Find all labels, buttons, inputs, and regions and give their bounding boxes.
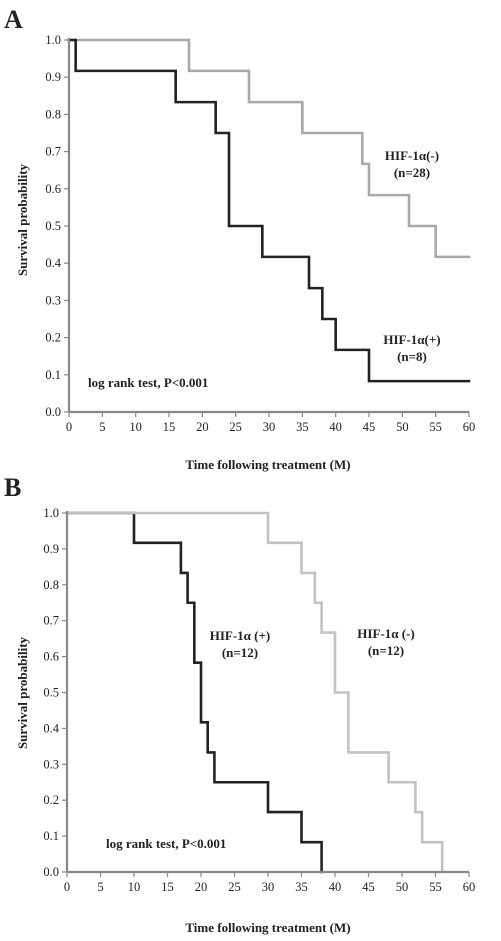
panel-b-y-tick-label: 0.2 [43, 793, 59, 807]
panel-a-y-tick-label: 0.9 [45, 70, 61, 84]
panel-b-x-tick-label: 60 [463, 880, 476, 894]
panel-a-y-tick-label: 0.2 [45, 331, 61, 345]
panel-a-series-1-label: HIF-1α(+) [383, 332, 440, 347]
panel-b-x-tick-label: 50 [396, 880, 409, 894]
panel-a-y-tick-label: 0.3 [45, 293, 61, 307]
panel-b-x-tick-label: 5 [97, 880, 103, 894]
panel-a-y-tick-label: 0.0 [45, 405, 61, 419]
panel-a-x-tick-label: 50 [396, 420, 409, 434]
panel-a-y-tick-label: 1.0 [45, 33, 61, 47]
panel-a-x-tick-label: 30 [263, 420, 276, 434]
panel-b-y-tick-label: 0.8 [43, 578, 59, 592]
panel-b-series-1-n: (n=12) [368, 643, 404, 658]
panel-a-y-axis-label: Survival probability [15, 163, 30, 276]
panel-a-log-rank-annotation: log rank test, P<0.001 [88, 375, 208, 390]
panel-a-series-1-line [67, 38, 471, 383]
panel-b-ticks: 0.0 0.1 0.2 0.3 0.4 0.5 0.6 0.7 0.8 0.9 1.0 0 5 10 15 2… [43, 506, 475, 894]
panel-b-x-tick-label: 30 [262, 880, 275, 894]
panel-b-y-tick-label: 0.1 [43, 829, 59, 843]
panel-a-series-1-n: (n=8) [397, 349, 427, 364]
panel-b-y-tick-label: 0.0 [43, 865, 59, 879]
panel-a-y-tick-label: 0.1 [45, 368, 61, 382]
panel-b-series-0-line [65, 511, 323, 874]
panel-a-series-0-line [67, 38, 471, 259]
panel-b-x-tick-label: 25 [228, 880, 241, 894]
panel-b-y-tick-label: 0.9 [43, 542, 59, 556]
panel-a-y-tick-label: 0.7 [45, 145, 61, 159]
panel-a-x-axis-label: Time following treatment (M) [185, 457, 350, 472]
panel-a-series [67, 38, 471, 383]
panel-b-series-0-label: HIF-1α (+) [210, 628, 271, 643]
panel-b-x-axis-label: Time following treatment (M) [185, 920, 350, 935]
panel-a-x-tick-label: 40 [329, 420, 342, 434]
panel-b-x-tick-label: 0 [64, 880, 70, 894]
panel-b-series-0-n: (n=12) [222, 645, 258, 660]
panel-a-ticks: 0.0 0.1 0.2 0.3 0.4 0.5 0.6 0.7 0.8 0.9 1.0 0 5 10 15 2… [45, 33, 475, 434]
panel-a-x-tick-label: 45 [363, 420, 376, 434]
panel-a-x-tick-label: 60 [463, 420, 476, 434]
panel-b-series [65, 511, 444, 874]
panel-a-axes [67, 38, 469, 414]
panel-b-x-tick-label: 45 [362, 880, 375, 894]
panel-b-axes [65, 511, 469, 874]
panel-b-y-tick-label: 1.0 [43, 506, 59, 520]
panel-b: B Survival probability Time following tr… [4, 473, 475, 935]
panel-b-y-tick-label: 0.5 [43, 686, 59, 700]
panel-a-x-tick-label: 10 [129, 420, 142, 434]
panel-b-series-1-line [65, 511, 444, 874]
panel-a-letter: A [4, 5, 23, 34]
panel-a-x-tick-label: 15 [163, 420, 176, 434]
panel-a-y-tick-label: 0.6 [45, 182, 61, 196]
panel-a-x-tick-label: 25 [229, 420, 242, 434]
panel-a-x-tick-label: 0 [66, 420, 72, 434]
panel-a-series-0-label: HIF-1α(-) [385, 148, 439, 163]
panel-a-series-0-n: (n=28) [394, 165, 430, 180]
panel-b-x-tick-label: 20 [195, 880, 208, 894]
panel-b-y-tick-label: 0.6 [43, 650, 59, 664]
panel-b-log-rank-annotation: log rank test, P<0.001 [106, 836, 226, 851]
panel-b-x-tick-label: 10 [128, 880, 141, 894]
panel-b-series-1-label: HIF-1α (-) [357, 626, 414, 641]
panel-b-x-tick-label: 55 [429, 880, 442, 894]
panel-a-y-tick-label: 0.4 [45, 256, 61, 270]
panel-b-x-tick-label: 40 [329, 880, 342, 894]
panel-b-y-axis-label: Survival probability [15, 636, 30, 749]
panel-a-x-tick-label: 55 [429, 420, 442, 434]
panel-a-x-tick-label: 5 [99, 420, 105, 434]
panel-b-y-tick-label: 0.3 [43, 757, 59, 771]
panel-a-x-tick-label: 35 [296, 420, 309, 434]
panel-b-y-tick-label: 0.7 [43, 614, 59, 628]
panel-a: A Survival probability Time following tr… [4, 5, 475, 472]
panel-b-letter: B [4, 473, 21, 502]
panel-a-x-tick-label: 20 [196, 420, 209, 434]
panel-b-x-tick-label: 15 [161, 880, 174, 894]
panel-a-y-tick-label: 0.5 [45, 219, 61, 233]
panel-b-y-tick-label: 0.4 [43, 721, 59, 735]
panel-a-y-tick-label: 0.8 [45, 107, 61, 121]
panel-b-x-tick-label: 35 [295, 880, 308, 894]
